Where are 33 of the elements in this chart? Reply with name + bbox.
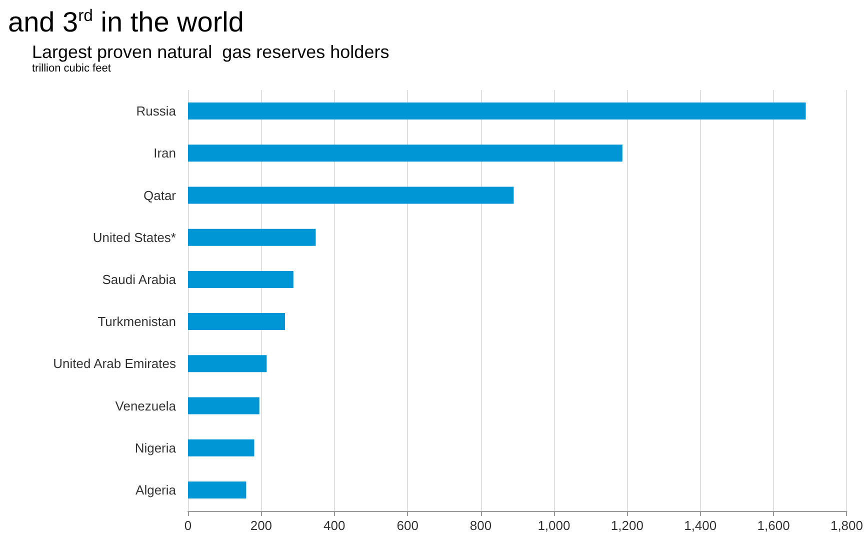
bar: [188, 439, 254, 456]
x-tick-label: 1,200: [610, 518, 644, 533]
x-tick-label: 400: [324, 518, 346, 533]
bar: [188, 228, 316, 246]
text: and 3$^{rd}$ in the world: [8, 5, 244, 38]
x-tick-label: 1,400: [684, 518, 717, 533]
bar: [188, 144, 622, 162]
x-tick-label: 1,600: [757, 518, 790, 533]
y-tick-label: Qatar: [143, 188, 177, 203]
bar: [188, 481, 246, 498]
y-tick-label: United Arab Emirates: [53, 356, 176, 372]
y-tick-label: Algeria: [136, 482, 177, 498]
y-tick-label: Turkmenistan: [98, 314, 176, 330]
x-tick-label: 800: [470, 518, 492, 533]
y-tick-label: Nigeria: [134, 440, 177, 456]
x-tick-label: 200: [250, 518, 272, 533]
bar: [188, 186, 514, 204]
y-tick-label: Saudi Arabia: [102, 272, 177, 287]
x-tick-label: 1,000: [538, 518, 570, 533]
text: trillion cubic feet: [32, 62, 111, 74]
x-tick-label: 0: [184, 518, 192, 533]
y-tick-label: Iran: [154, 146, 176, 161]
bar: [188, 397, 260, 414]
y-tick-label: United States*: [92, 230, 176, 245]
bar: [188, 313, 285, 330]
y-tick-label: Russia: [136, 104, 177, 119]
x-tick-label: 1,800: [830, 518, 864, 533]
bar: [188, 270, 294, 288]
x-tick-label: 600: [396, 518, 418, 533]
bar: [188, 102, 806, 120]
bar: [188, 355, 267, 372]
chart-title: Largest proven natural gas reserves holders: [32, 42, 390, 62]
y-tick-label: Venezuela: [115, 398, 177, 414]
